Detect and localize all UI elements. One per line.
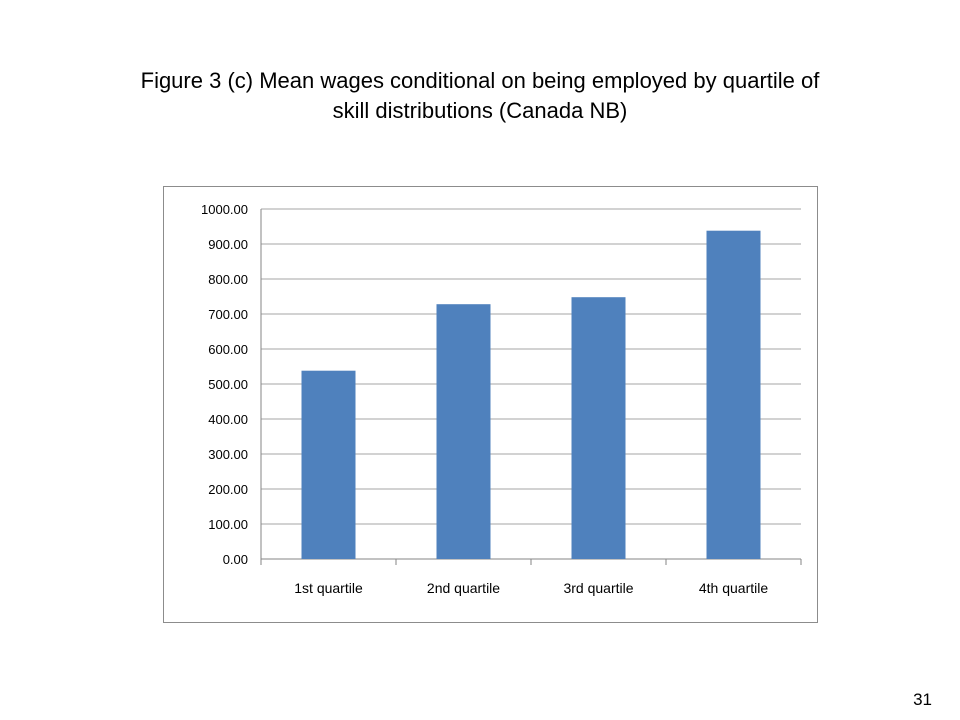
- y-tick-label: 100.00: [208, 517, 248, 532]
- y-tick-label: 200.00: [208, 482, 248, 497]
- bar: [706, 230, 761, 559]
- bar: [571, 297, 626, 559]
- y-tick-label: 600.00: [208, 342, 248, 357]
- x-tick-label: 2nd quartile: [427, 580, 500, 596]
- x-tick-label: 3rd quartile: [563, 580, 633, 596]
- chart-area: 0.00 100.00 200.00 300.00 400.00 500.00 600.00…: [163, 186, 818, 623]
- y-tick-label: 900.00: [208, 237, 248, 252]
- x-tick-label: 1st quartile: [294, 580, 363, 596]
- bar: [301, 370, 356, 559]
- bar-chart: 0.00 100.00 200.00 300.00 400.00 500.00 600.00…: [201, 202, 802, 596]
- y-tick-label: 300.00: [208, 447, 248, 462]
- y-tick-label: 400.00: [208, 412, 248, 427]
- y-tick-label: 800.00: [208, 272, 248, 287]
- y-tick-label: 1000.00: [201, 202, 248, 217]
- y-tick-label: 700.00: [208, 307, 248, 322]
- y-tick-label: 0.00: [223, 552, 248, 567]
- slide-title-line-2: skill distributions (Canada NB): [332, 98, 628, 123]
- y-tick-label: 500.00: [208, 377, 248, 392]
- slide-title-line-1: Figure 3 (c) Mean wages conditional on b…: [140, 68, 820, 93]
- bar: [436, 304, 491, 559]
- x-tick-label: 4th quartile: [699, 580, 768, 596]
- slide-title: Figure 3 (c) Mean wages conditional on b…: [40, 66, 920, 126]
- page-number: 31: [913, 690, 932, 709]
